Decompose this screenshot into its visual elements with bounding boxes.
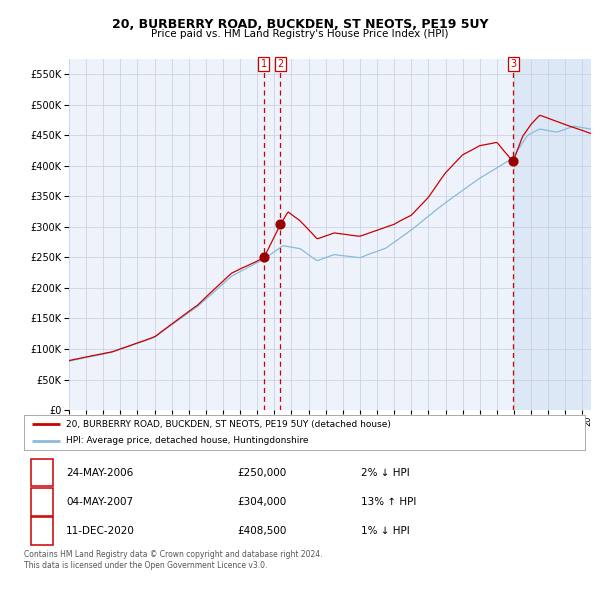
Text: 20, BURBERRY ROAD, BUCKDEN, ST NEOTS, PE19 5UY: 20, BURBERRY ROAD, BUCKDEN, ST NEOTS, PE…: [112, 18, 488, 31]
Point: [508, 156, 518, 165]
Text: 04-MAY-2007: 04-MAY-2007: [66, 497, 133, 507]
Text: 1: 1: [261, 59, 267, 69]
Point: [275, 219, 285, 229]
Text: £250,000: £250,000: [237, 468, 286, 477]
Point: [259, 253, 269, 262]
Text: 20, BURBERRY ROAD, BUCKDEN, ST NEOTS, PE19 5UY (detached house): 20, BURBERRY ROAD, BUCKDEN, ST NEOTS, PE…: [66, 420, 391, 429]
Text: HPI: Average price, detached house, Huntingdonshire: HPI: Average price, detached house, Hunt…: [66, 436, 308, 445]
Text: 2: 2: [277, 59, 283, 69]
FancyBboxPatch shape: [31, 459, 53, 486]
Text: Contains HM Land Registry data © Crown copyright and database right 2024.: Contains HM Land Registry data © Crown c…: [24, 550, 323, 559]
Text: 2% ↓ HPI: 2% ↓ HPI: [361, 468, 409, 477]
Text: 1: 1: [38, 468, 46, 477]
Text: This data is licensed under the Open Government Licence v3.0.: This data is licensed under the Open Gov…: [24, 560, 268, 569]
Text: £304,000: £304,000: [237, 497, 286, 507]
Text: Price paid vs. HM Land Registry's House Price Index (HPI): Price paid vs. HM Land Registry's House …: [151, 29, 449, 39]
Text: £408,500: £408,500: [237, 526, 287, 536]
Text: 11-DEC-2020: 11-DEC-2020: [66, 526, 135, 536]
Bar: [514, 59, 591, 410]
Text: 24-MAY-2006: 24-MAY-2006: [66, 468, 133, 477]
FancyBboxPatch shape: [31, 517, 53, 545]
Text: 1% ↓ HPI: 1% ↓ HPI: [361, 526, 409, 536]
FancyBboxPatch shape: [31, 488, 53, 516]
Bar: [574, 59, 591, 410]
Text: 2: 2: [38, 497, 46, 507]
Text: 13% ↑ HPI: 13% ↑ HPI: [361, 497, 416, 507]
Text: 3: 3: [510, 59, 516, 69]
Text: 3: 3: [38, 526, 46, 536]
